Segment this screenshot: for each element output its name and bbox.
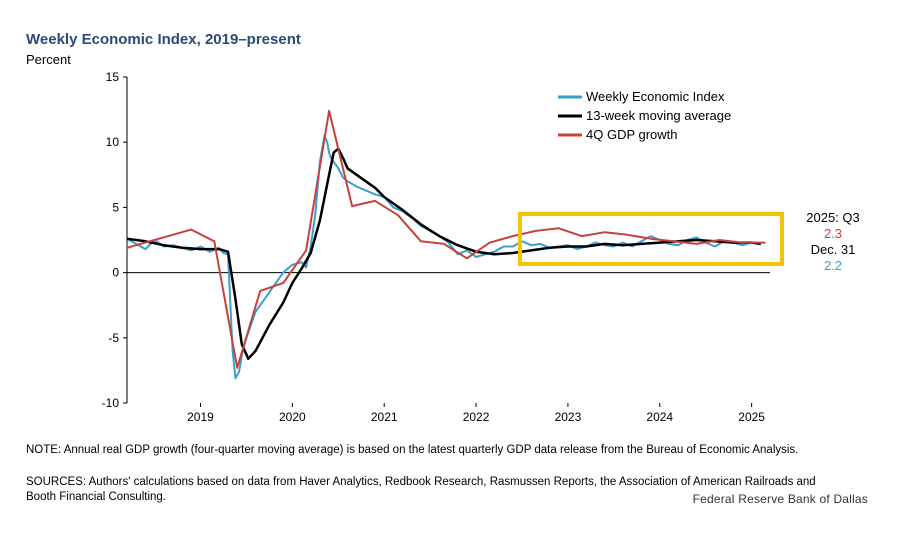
credit-text: Federal Reserve Bank of Dallas <box>692 492 868 506</box>
chart-series <box>126 109 766 380</box>
series-line-1 <box>126 147 761 360</box>
dec31-value: 2.2 <box>823 258 843 273</box>
chart-axes: 15 10 5 0 -5 -10 2019 2020 2021 2022 2023 2024 2025 <box>102 70 770 424</box>
series-line-0 <box>126 134 761 380</box>
x-tick-label: 2022 <box>463 410 490 424</box>
y-tick-label: 10 <box>106 135 120 149</box>
dec31-label: Dec. 31 <box>810 242 856 257</box>
y-axis-label: Percent <box>26 52 71 67</box>
note-text: NOTE: Annual real GDP growth (four-quart… <box>26 444 799 456</box>
y-tick-label: 5 <box>112 200 119 214</box>
sources-text: SOURCES: Authors' calculations based on … <box>26 476 816 503</box>
chart-legend: Weekly Economic Index 13-week moving aver… <box>558 89 731 142</box>
q3-value: 2.3 <box>823 226 843 241</box>
x-tick-label: 2019 <box>187 410 214 424</box>
legend-label-1: 13-week moving average <box>586 108 731 123</box>
x-tick-label: 2023 <box>555 410 582 424</box>
x-tick-label: 2024 <box>646 410 673 424</box>
x-tick-label: 2020 <box>279 410 306 424</box>
y-tick-label: 15 <box>106 70 120 84</box>
series-line-2 <box>126 109 766 369</box>
legend-label-0: Weekly Economic Index <box>586 89 725 104</box>
x-tick-label: 2021 <box>371 410 398 424</box>
chart-title: Weekly Economic Index, 2019–present <box>26 31 301 48</box>
q3-label: 2025: Q3 <box>806 210 860 225</box>
recent-period-highlight <box>517 212 784 266</box>
x-tick-label: 2025 <box>738 410 765 424</box>
y-tick-label: -5 <box>108 331 119 345</box>
y-tick-label: -10 <box>102 396 120 410</box>
legend-label-2: 4Q GDP growth <box>586 127 678 142</box>
y-tick-label: 0 <box>112 266 119 280</box>
